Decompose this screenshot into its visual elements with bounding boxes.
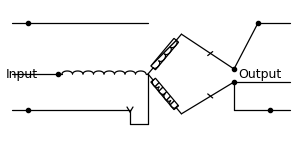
Polygon shape (151, 38, 178, 70)
Polygon shape (151, 78, 178, 110)
Text: Input: Input (6, 67, 38, 81)
Text: Output: Output (238, 67, 282, 81)
